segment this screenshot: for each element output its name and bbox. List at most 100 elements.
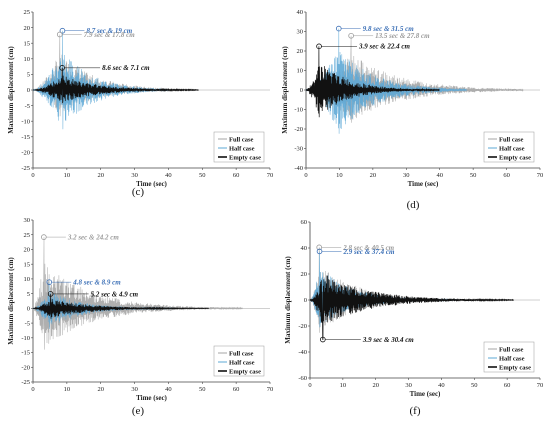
y-tick-label: 10 <box>297 68 304 75</box>
x-tick-label: 30 <box>131 172 138 179</box>
y-tick-label: 0 <box>304 297 307 304</box>
y-tick-label: 5 <box>27 291 30 298</box>
x-tick-label: 50 <box>199 386 206 393</box>
y-tick-label: 30 <box>297 29 304 36</box>
series-empty-line <box>305 46 440 118</box>
y-tick-label: -20 <box>21 150 30 157</box>
x-tick-label: 50 <box>199 172 206 179</box>
y-axis-label: Maximum displacement (cm) <box>281 46 289 134</box>
legend-item-empty: Empty case <box>499 364 531 371</box>
y-tick-label: 40 <box>301 245 308 252</box>
y-tick-label: -5 <box>25 320 30 327</box>
y-tick-label: 20 <box>24 247 31 254</box>
y-axis-label: Maximum displacement (cm) <box>284 256 292 344</box>
annotation-label: 2.9 sec & 37.4 cm <box>343 248 395 256</box>
x-tick-label: 10 <box>340 382 347 389</box>
x-tick-label: 20 <box>97 172 104 179</box>
annotation-label: 8.7 sec & 19 cm <box>86 27 132 35</box>
y-tick-label: 25 <box>24 232 31 239</box>
y-tick-label: -5 <box>25 103 30 110</box>
x-axis-label: Time (sec) <box>136 180 167 188</box>
panel-label: (d) <box>407 199 420 211</box>
y-tick-label: -25 <box>21 379 30 386</box>
x-tick-label: 70 <box>537 172 544 179</box>
x-tick-label: 0 <box>31 172 34 179</box>
legend-item-empty: Empty case <box>499 154 531 161</box>
peak-marker <box>56 31 63 38</box>
x-axis-label: Time (sec) <box>408 180 439 188</box>
chart-e: 0 10 20 30 40 50 60 70302520151050-5-10-15-20-2… <box>7 217 273 417</box>
x-tick-label: 0 <box>304 172 307 179</box>
y-tick-label: -10 <box>21 118 30 125</box>
y-tick-label: 20 <box>297 48 304 55</box>
x-tick-label: 70 <box>267 172 274 179</box>
y-tick-label: -15 <box>21 134 30 141</box>
annotation-label: 3.9 sec & 22.4 cm <box>358 43 410 51</box>
x-tick-label: 50 <box>470 172 477 179</box>
peak-marker <box>46 279 53 285</box>
x-tick-label: 10 <box>336 172 343 179</box>
legend-item-half: Half case <box>229 145 255 152</box>
x-axis-label: Time (sec) <box>136 394 167 402</box>
y-tick-label: 0 <box>27 306 30 313</box>
y-tick-label: -15 <box>21 350 30 357</box>
legend-item-empty: Empty case <box>229 368 261 375</box>
y-tick-label: -40 <box>294 165 303 172</box>
annotation-label: 8.6 sec & 7.1 cm <box>102 64 150 72</box>
annotation-label: 4.8 sec & 8.9 cm <box>72 279 121 287</box>
legend-item-half: Half case <box>499 145 525 152</box>
y-tick-label: -30 <box>294 146 303 153</box>
x-tick-label: 40 <box>165 172 172 179</box>
y-axis-label: Maximum displacement (cm) <box>7 46 15 134</box>
y-tick-label: -20 <box>21 364 30 371</box>
y-tick-label: -10 <box>21 335 30 342</box>
annotation-label: 5.2 sec & 4.9 cm <box>91 290 139 298</box>
x-tick-label: 50 <box>471 382 478 389</box>
annotation-label: 7.9 sec & 17.8 cm <box>84 31 135 39</box>
x-tick-label: 70 <box>537 382 544 389</box>
x-tick-label: 20 <box>370 172 377 179</box>
annotation-label: 3.2 sec & 24.2 cm <box>67 233 119 241</box>
y-tick-label: 20 <box>301 271 308 278</box>
y-tick-label: -40 <box>298 349 307 356</box>
annotation-label: 3.9 sec & 30.4 cm <box>362 336 414 344</box>
annotation-label: 2.8 sec & 40.5 cm <box>342 244 394 252</box>
legend-item-full: Full case <box>499 346 523 353</box>
x-tick-label: 10 <box>64 386 71 393</box>
y-tick-label: 25 <box>24 9 31 16</box>
legend-item-half: Half case <box>229 359 255 366</box>
legend-item-full: Full case <box>499 136 523 143</box>
x-tick-label: 40 <box>436 172 443 179</box>
y-tick-label: -25 <box>21 165 30 172</box>
y-tick-label: 10 <box>24 276 31 283</box>
y-tick-label: 10 <box>24 56 31 63</box>
series-half-line <box>32 30 169 130</box>
chart-d: 0 10 20 30 40 50 60 70 40 30 20 10 0 -10 -20 -30 -40 Time… <box>281 9 543 211</box>
x-tick-label: 60 <box>503 172 510 179</box>
x-tick-label: 70 <box>267 386 274 393</box>
y-tick-label: -10 <box>294 107 303 114</box>
legend-item-full: Full case <box>229 350 253 357</box>
x-tick-label: 20 <box>372 382 379 389</box>
chart-f: 0 10 20 30 40 50 60 70 60 40 20 0 -20 -40 -60 Time (sec… <box>284 219 543 417</box>
annotation-label: 13.5 sec & 27.8 cm <box>375 32 430 40</box>
y-tick-label: 15 <box>24 261 31 268</box>
x-tick-label: 60 <box>233 172 240 179</box>
peak-marker <box>41 234 47 240</box>
x-tick-label: 10 <box>64 172 71 179</box>
legend-item-full: Full case <box>229 136 253 143</box>
x-axis-label: Time (sec) <box>410 390 441 398</box>
x-tick-label: 40 <box>165 386 172 393</box>
y-axis-label: Maximum displacement (cm) <box>7 257 15 345</box>
x-tick-label: 30 <box>405 382 412 389</box>
panel-label: (f) <box>410 405 421 417</box>
y-tick-label: 40 <box>297 9 304 16</box>
panel-label: (e) <box>132 405 145 417</box>
x-tick-label: 0 <box>31 386 34 393</box>
y-tick-label: -60 <box>298 375 307 382</box>
panel-label: (c) <box>132 186 145 198</box>
y-tick-label: 60 <box>301 219 308 226</box>
legend-item-empty: Empty case <box>229 154 261 161</box>
series-empty-line <box>309 275 514 340</box>
